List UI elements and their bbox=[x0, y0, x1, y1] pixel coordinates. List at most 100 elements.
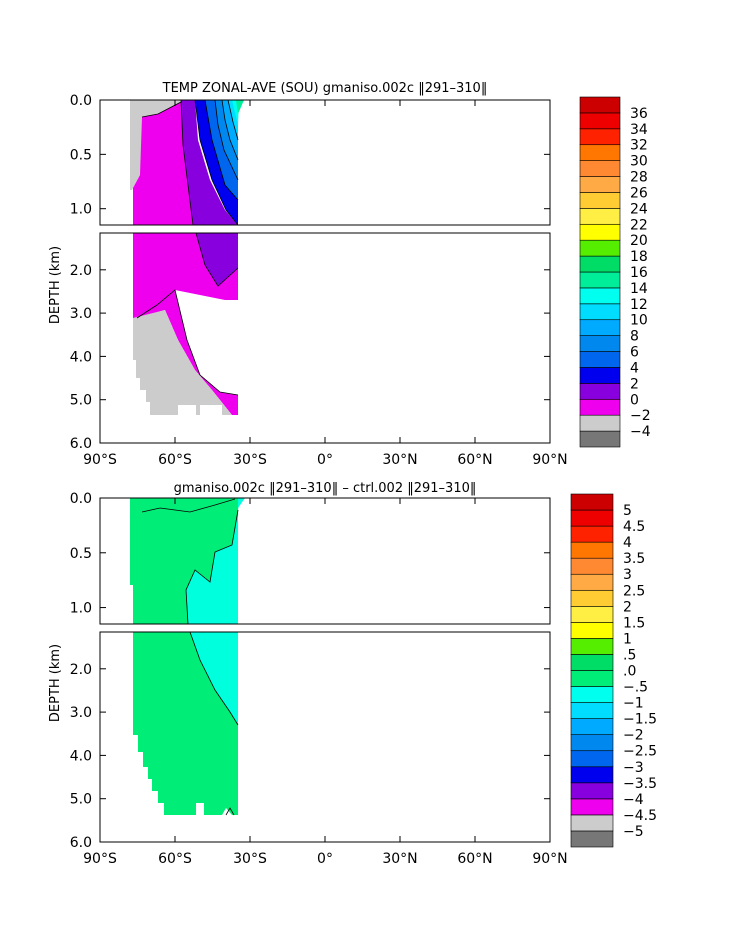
colorbar-label: 8 bbox=[630, 329, 639, 345]
contour-line bbox=[195, 232, 239, 287]
colorbar-label: −1 bbox=[623, 696, 644, 712]
region-purple-bottom bbox=[196, 233, 238, 286]
contour-fill bbox=[130, 498, 245, 816]
colorbar-box bbox=[579, 287, 621, 305]
contour-line bbox=[141, 498, 236, 513]
colorbar-label: 1 bbox=[623, 631, 632, 647]
colorbar-label: 34 bbox=[630, 122, 648, 138]
y-axis-label: DEPTH (km) bbox=[48, 644, 63, 722]
colorbar-label: .5 bbox=[623, 647, 636, 663]
colorbar-label: −2 bbox=[630, 408, 651, 424]
colorbar-label: 30 bbox=[630, 154, 648, 170]
colorbar-box bbox=[579, 430, 621, 448]
colorbar-box bbox=[570, 557, 614, 575]
colorbar-label: 1.5 bbox=[623, 615, 645, 631]
colorbar-label: 5 bbox=[623, 503, 632, 519]
colorbar-label: 22 bbox=[630, 217, 648, 233]
temperature-panel: TEMP ZONAL-AVE (SOU) gmaniso.002c ‖291–3… bbox=[48, 81, 651, 468]
colorbar-label: −4.5 bbox=[623, 808, 657, 824]
colorbar-box bbox=[570, 670, 614, 687]
x-tick-label: 90°S bbox=[83, 851, 117, 867]
contour-line bbox=[225, 807, 235, 816]
colorbar-box bbox=[579, 414, 621, 432]
region-magenta-mid bbox=[133, 290, 238, 415]
x-tick-label: 30°N bbox=[382, 851, 417, 867]
y-axis-label: DEPTH (km) bbox=[48, 246, 63, 324]
colorbar-label: 0 bbox=[630, 392, 639, 408]
colorbar-box bbox=[570, 541, 614, 559]
colorbar-box bbox=[579, 303, 621, 321]
x-tick-label: 60°S bbox=[158, 851, 192, 867]
colorbar-box bbox=[579, 319, 621, 336]
colorbar-box bbox=[570, 814, 614, 832]
colorbar-box bbox=[570, 798, 614, 816]
difference-panel: gmaniso.002c ‖291–310‖ – ctrl.002 ‖291–3… bbox=[48, 481, 657, 867]
colorbar-box bbox=[570, 622, 614, 639]
colorbar-label: 3 bbox=[623, 567, 632, 583]
colorbar-box bbox=[570, 782, 614, 800]
colorbar-label: 4.5 bbox=[623, 519, 645, 535]
colorbar-box bbox=[570, 606, 614, 623]
y-tick-label: 6.0 bbox=[70, 436, 92, 452]
colorbar-label: 4 bbox=[623, 535, 632, 551]
colorbar-box bbox=[579, 96, 621, 114]
colorbar-box bbox=[579, 160, 621, 177]
colorbar-label: 28 bbox=[630, 170, 648, 186]
colorbar-box bbox=[579, 271, 621, 289]
colorbar-box bbox=[570, 509, 614, 527]
colorbar-box bbox=[579, 351, 621, 368]
colorbar-label: 6 bbox=[630, 345, 639, 361]
colorbar-label: 2.5 bbox=[623, 583, 645, 599]
colorbar-box bbox=[579, 144, 621, 161]
y-tick-label: 0.0 bbox=[70, 93, 92, 109]
y-axis-upper: 0.0 0.5 1.0 bbox=[70, 93, 550, 218]
y-tick-label: 0.5 bbox=[70, 147, 92, 163]
colorbar-label: 14 bbox=[630, 281, 648, 297]
colorbar-label: −1.5 bbox=[623, 712, 657, 728]
contour-line bbox=[185, 509, 239, 625]
colorbar-label: 10 bbox=[630, 313, 648, 329]
x-tick-label: 60°N bbox=[457, 452, 492, 468]
colorbar-box bbox=[579, 398, 621, 416]
x-tick-label: 30°S bbox=[233, 851, 267, 867]
contour-line bbox=[194, 99, 239, 226]
region-green-top bbox=[236, 100, 244, 114]
colorbar-label: −4 bbox=[630, 424, 651, 440]
contour-line bbox=[214, 99, 239, 181]
colorbar-box bbox=[570, 830, 614, 848]
y-tick-label: 1.0 bbox=[70, 202, 92, 218]
colorbar-label: 12 bbox=[630, 297, 648, 313]
chart-title: TEMP ZONAL-AVE (SOU) gmaniso.002c ‖291–3… bbox=[162, 81, 488, 96]
y-tick-label: 3.0 bbox=[70, 306, 92, 322]
y-tick-label: 2.0 bbox=[70, 263, 92, 279]
colorbar-box bbox=[579, 223, 621, 241]
colorbar-box bbox=[570, 654, 614, 671]
colorbar-label: 2 bbox=[623, 599, 632, 615]
y-tick-label: 0.5 bbox=[70, 546, 92, 562]
colorbar-label: −3 bbox=[623, 760, 644, 776]
colorbar-box bbox=[579, 128, 621, 146]
colorbar-box bbox=[570, 589, 614, 607]
contour-line bbox=[221, 99, 239, 161]
colorbar-label: 18 bbox=[630, 249, 648, 265]
x-tick-label: 30°N bbox=[382, 452, 417, 468]
colorbar-label: .0 bbox=[623, 664, 636, 680]
colorbar-box bbox=[570, 750, 614, 768]
x-tick-label: 30°S bbox=[233, 452, 267, 468]
colorbar-label: 32 bbox=[630, 138, 648, 154]
y-tick-label: 0.0 bbox=[70, 491, 92, 507]
colorbar-box bbox=[579, 383, 621, 400]
colorbar-label: −2.5 bbox=[623, 744, 657, 760]
colorbar-label: −3.5 bbox=[623, 776, 657, 792]
colorbar-box bbox=[579, 112, 621, 130]
colorbar-label: 16 bbox=[630, 265, 648, 281]
x-tick-label: 0° bbox=[317, 851, 333, 867]
contour-line bbox=[204, 99, 239, 201]
colorbar-box bbox=[579, 239, 621, 257]
region-magenta-top bbox=[133, 102, 193, 225]
colorbar: −5−4.5−4−3.5−3−2.5−2−1.5−1−.5.0.511.522.… bbox=[570, 493, 657, 848]
colorbar-label: 26 bbox=[630, 185, 648, 201]
y-axis-lower: 2.0 3.0 4.0 5.0 6.0 bbox=[70, 263, 550, 452]
colorbar-label: 4 bbox=[630, 360, 639, 376]
colorbar-label: −5 bbox=[623, 824, 644, 840]
